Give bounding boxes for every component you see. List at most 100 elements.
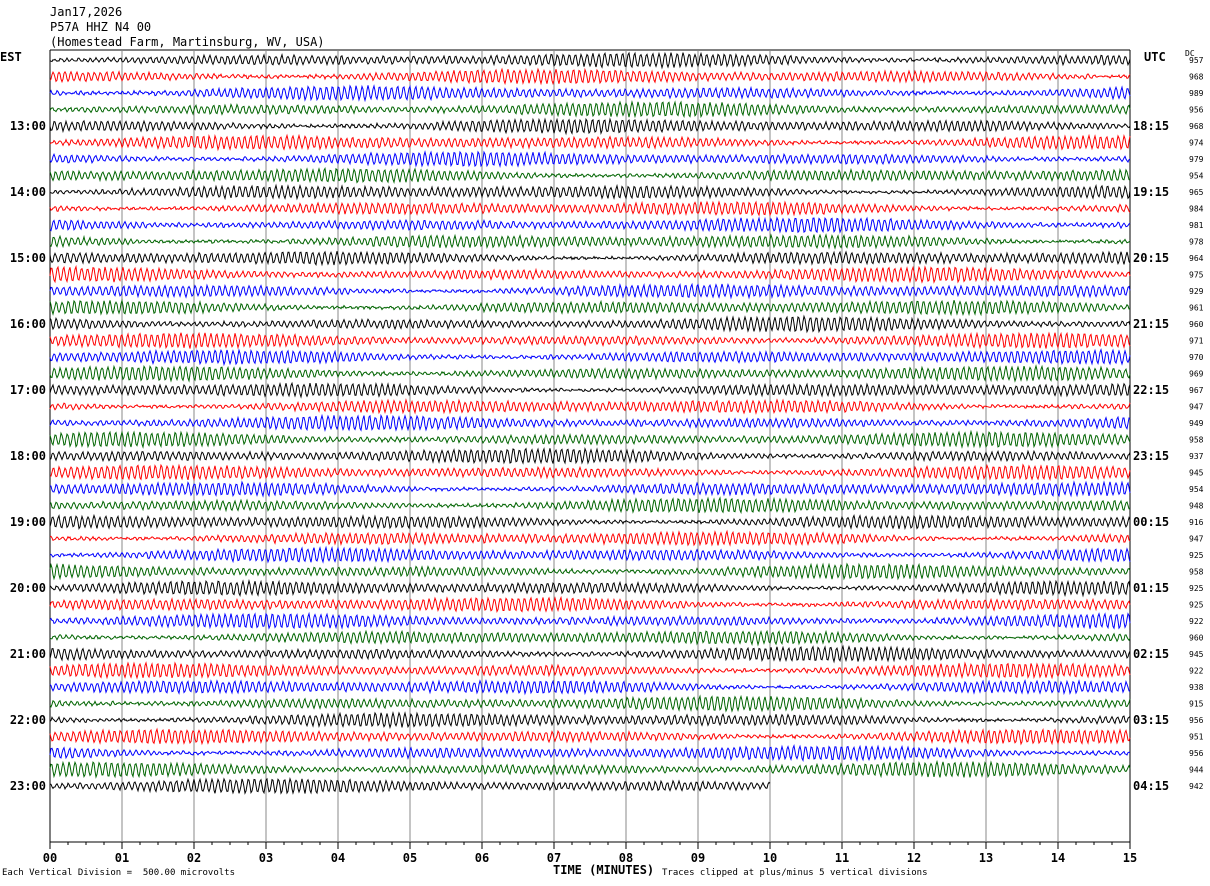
right-hour-label: 23:15 xyxy=(1133,449,1169,463)
seismic-trace xyxy=(49,710,1131,730)
dc-value-label: 974 xyxy=(1189,139,1204,148)
seismic-trace xyxy=(49,282,1131,300)
seismic-trace xyxy=(49,381,1131,399)
dc-value-label: 975 xyxy=(1189,271,1204,280)
dc-value-label: 922 xyxy=(1189,617,1204,626)
right-hour-label: 21:15 xyxy=(1133,317,1169,331)
x-tick-label: 11 xyxy=(835,851,849,865)
seismic-trace xyxy=(49,513,1131,531)
x-tick-label: 02 xyxy=(187,851,201,865)
seismic-trace xyxy=(49,429,1131,449)
seismic-trace xyxy=(49,463,1131,482)
header-station: P57A HHZ N4 00 xyxy=(50,20,152,34)
header-location: (Homestead Farm, Martinsburg, WV, USA) xyxy=(50,35,325,49)
seismic-trace xyxy=(49,447,1131,465)
seismic-trace xyxy=(49,200,1131,217)
x-tick-label: 10 xyxy=(763,851,777,865)
seismic-trace xyxy=(49,644,1131,664)
seismic-trace xyxy=(49,331,1131,350)
dc-value-label: 947 xyxy=(1189,535,1204,544)
seismic-trace xyxy=(49,398,1131,415)
seismic-trace xyxy=(49,694,1131,713)
dc-value-label: 965 xyxy=(1189,188,1204,197)
x-axis-label: TIME (MINUTES) xyxy=(553,863,655,877)
left-hour-label: 22:00 xyxy=(10,713,46,727)
seismic-trace xyxy=(49,117,1131,136)
left-hour-label: 15:00 xyxy=(10,251,46,265)
seismic-trace xyxy=(49,759,1131,779)
seismic-trace xyxy=(49,216,1131,234)
x-tick-label: 15 xyxy=(1123,851,1137,865)
dc-value-label: 961 xyxy=(1189,304,1204,313)
seismic-trace xyxy=(49,150,1131,169)
seismic-trace xyxy=(49,133,1131,152)
left-hour-label: 19:00 xyxy=(10,515,46,529)
seismic-trace xyxy=(49,661,1131,680)
dc-value-label: 960 xyxy=(1189,634,1204,643)
dc-value-label: 958 xyxy=(1189,436,1204,445)
dc-value-label: 948 xyxy=(1189,502,1204,511)
utc-caption: UTC xyxy=(1144,50,1166,64)
dc-value-label: 964 xyxy=(1189,254,1204,263)
dc-value-label: 978 xyxy=(1189,238,1204,247)
dc-value-label: 937 xyxy=(1189,452,1204,461)
left-hour-label: 13:00 xyxy=(10,119,46,133)
seismic-trace xyxy=(49,348,1131,367)
left-hour-label: 20:00 xyxy=(10,581,46,595)
right-hour-label: 03:15 xyxy=(1133,713,1169,727)
right-hour-label: 22:15 xyxy=(1133,383,1169,397)
left-hour-label: 17:00 xyxy=(10,383,46,397)
x-tick-label: 07 xyxy=(547,851,561,865)
seismic-trace xyxy=(49,529,1131,547)
x-tick-label: 14 xyxy=(1051,851,1065,865)
header-date: Jan17,2026 xyxy=(50,5,123,19)
x-tick-label: 06 xyxy=(475,851,489,865)
right-hour-label: 18:15 xyxy=(1133,119,1169,133)
right-hour-label: 19:15 xyxy=(1133,185,1169,199)
seismic-trace xyxy=(49,413,1131,432)
seismic-trace xyxy=(49,629,1131,647)
dc-value-label: 944 xyxy=(1189,766,1204,775)
seismic-trace xyxy=(49,611,1131,630)
seismic-trace xyxy=(49,250,1131,267)
x-tick-label: 00 xyxy=(43,851,57,865)
seismic-trace xyxy=(49,298,1131,317)
dc-value-label: 981 xyxy=(1189,221,1204,230)
dc-value-label: 968 xyxy=(1189,122,1204,131)
seismic-trace xyxy=(49,578,1131,598)
right-hour-label: 02:15 xyxy=(1133,647,1169,661)
dc-value-label: 968 xyxy=(1189,73,1204,82)
dc-value-label: 967 xyxy=(1189,386,1204,395)
dc-value-label: 916 xyxy=(1189,518,1204,527)
x-tick-label: 05 xyxy=(403,851,417,865)
seismic-trace xyxy=(49,679,1131,696)
right-hour-label: 20:15 xyxy=(1133,251,1169,265)
dc-value-label: 922 xyxy=(1189,667,1204,676)
dc-value-label: 942 xyxy=(1189,782,1204,791)
seismic-trace xyxy=(49,264,1131,284)
seismic-trace xyxy=(49,166,1131,185)
x-tick-label: 13 xyxy=(979,851,993,865)
left-hour-label: 21:00 xyxy=(10,647,46,661)
dc-caption: DC xyxy=(1185,49,1195,58)
seismic-trace xyxy=(49,777,771,795)
x-tick-label: 12 xyxy=(907,851,921,865)
dc-value-label: 938 xyxy=(1189,683,1204,692)
dc-value-label: 956 xyxy=(1189,749,1204,758)
dc-value-label: 956 xyxy=(1189,106,1204,115)
right-hour-label: 04:15 xyxy=(1133,779,1169,793)
dc-value-label: 915 xyxy=(1189,700,1204,709)
seismic-trace xyxy=(49,743,1131,763)
left-hour-label: 14:00 xyxy=(10,185,46,199)
seismic-trace xyxy=(49,364,1131,383)
dc-value-label: 956 xyxy=(1189,716,1204,725)
dc-value-label: 954 xyxy=(1189,172,1204,181)
dc-value-label: 925 xyxy=(1189,601,1204,610)
right-hour-label: 01:15 xyxy=(1133,581,1169,595)
dc-value-label: 925 xyxy=(1189,584,1204,593)
dc-value-label: 970 xyxy=(1189,353,1204,362)
dc-value-label: 925 xyxy=(1189,551,1204,560)
seismic-trace xyxy=(49,545,1131,564)
dc-value-label: 929 xyxy=(1189,287,1204,296)
